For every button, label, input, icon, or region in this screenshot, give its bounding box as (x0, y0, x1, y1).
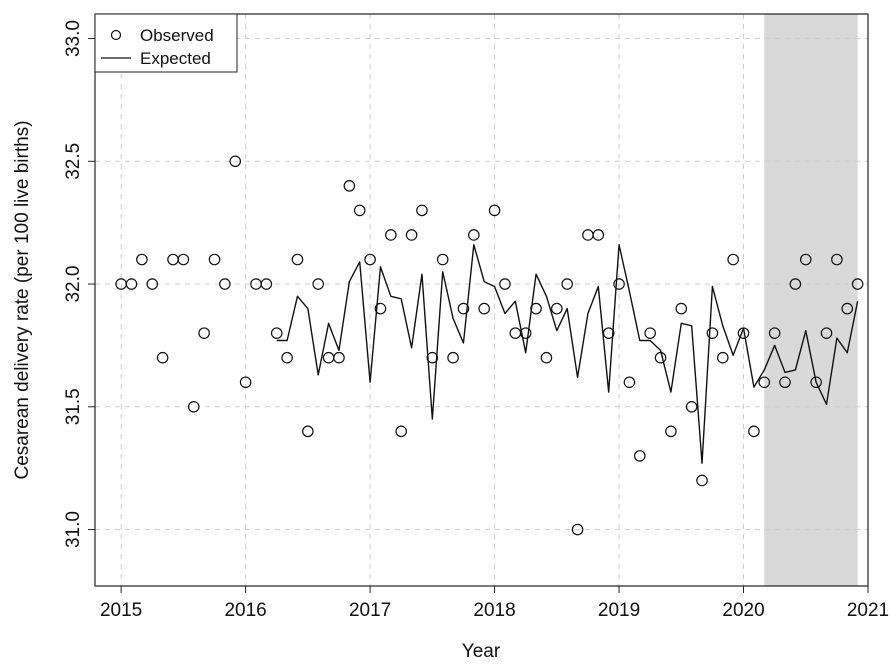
observed-point (468, 229, 480, 241)
observed-point (779, 376, 791, 389)
observed-point (644, 327, 656, 339)
observed-point (675, 302, 688, 315)
observed-point (841, 302, 854, 315)
x-tick-label: 2019 (598, 600, 640, 621)
observed-point (270, 327, 283, 339)
observed-point (768, 327, 781, 339)
x-axis: 2015 2016 2017 2018 2019 2020 2021 (100, 586, 889, 621)
observed-point (229, 155, 242, 168)
observed-point (633, 450, 646, 462)
observed-point (302, 425, 314, 438)
observed-point (602, 327, 615, 339)
observed-point (716, 351, 729, 364)
observed-point (136, 253, 148, 266)
y-axis-title: Cesarean delivery rate (per 100 live bir… (12, 120, 33, 479)
observed-point (260, 278, 273, 290)
observed-point (623, 376, 636, 389)
observed-point (665, 425, 677, 438)
observed-point (416, 204, 428, 217)
observed-point (540, 351, 553, 364)
observed-point (851, 278, 864, 290)
observed-point (385, 229, 397, 241)
observed-point (239, 376, 252, 389)
observed-points-layer (115, 155, 864, 536)
observed-point (519, 327, 532, 339)
x-tick-label: 2021 (847, 600, 889, 621)
plot-frame (94, 13, 869, 587)
observed-point (343, 180, 356, 192)
expected-series-line (276, 244, 859, 464)
observed-point (312, 278, 325, 290)
x-tick-label: 2020 (722, 600, 764, 621)
observed-point (364, 253, 376, 266)
y-tick-label: 31.0 (63, 511, 84, 548)
observed-point (125, 278, 138, 290)
observed-point (696, 474, 708, 487)
observed-point (831, 253, 843, 266)
observed-point (291, 253, 304, 266)
observed-point (706, 327, 719, 339)
observed-point (395, 425, 408, 438)
observed-point (551, 302, 563, 315)
x-tick-label: 2017 (349, 600, 391, 621)
observed-point (789, 278, 802, 290)
legend: Observed Expected (94, 13, 238, 73)
y-tick-label: 32.5 (63, 143, 84, 180)
observed-point (426, 351, 439, 364)
legend-box (94, 13, 238, 73)
observed-point (561, 278, 573, 290)
observed-point (488, 204, 501, 217)
observed-point (820, 327, 833, 339)
observed-point (748, 425, 760, 438)
legend-expected-label: Expected (140, 49, 211, 68)
observed-point (457, 302, 470, 315)
observed-point (146, 278, 159, 290)
observed-point (478, 302, 490, 315)
observed-point (447, 351, 459, 364)
observed-point (219, 278, 231, 290)
observed-point (799, 253, 812, 266)
observed-point (758, 376, 771, 389)
x-axis-title: Year (462, 641, 501, 662)
observed-point (198, 327, 210, 339)
observed-point (374, 302, 387, 315)
observed-point (685, 400, 698, 413)
observed-point (727, 253, 739, 266)
legend-observed-label: Observed (140, 26, 214, 45)
observed-point (654, 351, 667, 364)
observed-point (353, 204, 366, 217)
y-axis: 31.0 31.5 32.0 32.5 33.0 (63, 20, 95, 548)
observed-point (281, 351, 293, 364)
observed-point (810, 376, 822, 389)
observed-point (177, 253, 190, 266)
grid (95, 14, 869, 586)
observed-point (333, 351, 345, 364)
observed-point (530, 302, 542, 315)
observed-point (187, 400, 200, 413)
observed-point (208, 253, 221, 266)
x-tick-label: 2018 (473, 600, 515, 621)
observed-point (592, 229, 605, 241)
observed-point (499, 278, 511, 290)
legend-observed-marker (110, 29, 122, 41)
expected-line-layer (276, 244, 859, 464)
y-tick-label: 33.0 (63, 20, 84, 57)
y-tick-label: 31.5 (63, 388, 84, 425)
x-tick-label: 2016 (224, 600, 266, 621)
observed-point (405, 229, 418, 241)
observed-point (613, 278, 625, 290)
x-tick-label: 2015 (100, 600, 142, 621)
observed-point (571, 523, 584, 536)
observed-point (156, 351, 169, 364)
observed-point (436, 253, 449, 266)
shaded-region (764, 14, 858, 586)
y-tick-label: 32.0 (63, 266, 84, 303)
observed-point (737, 327, 750, 339)
